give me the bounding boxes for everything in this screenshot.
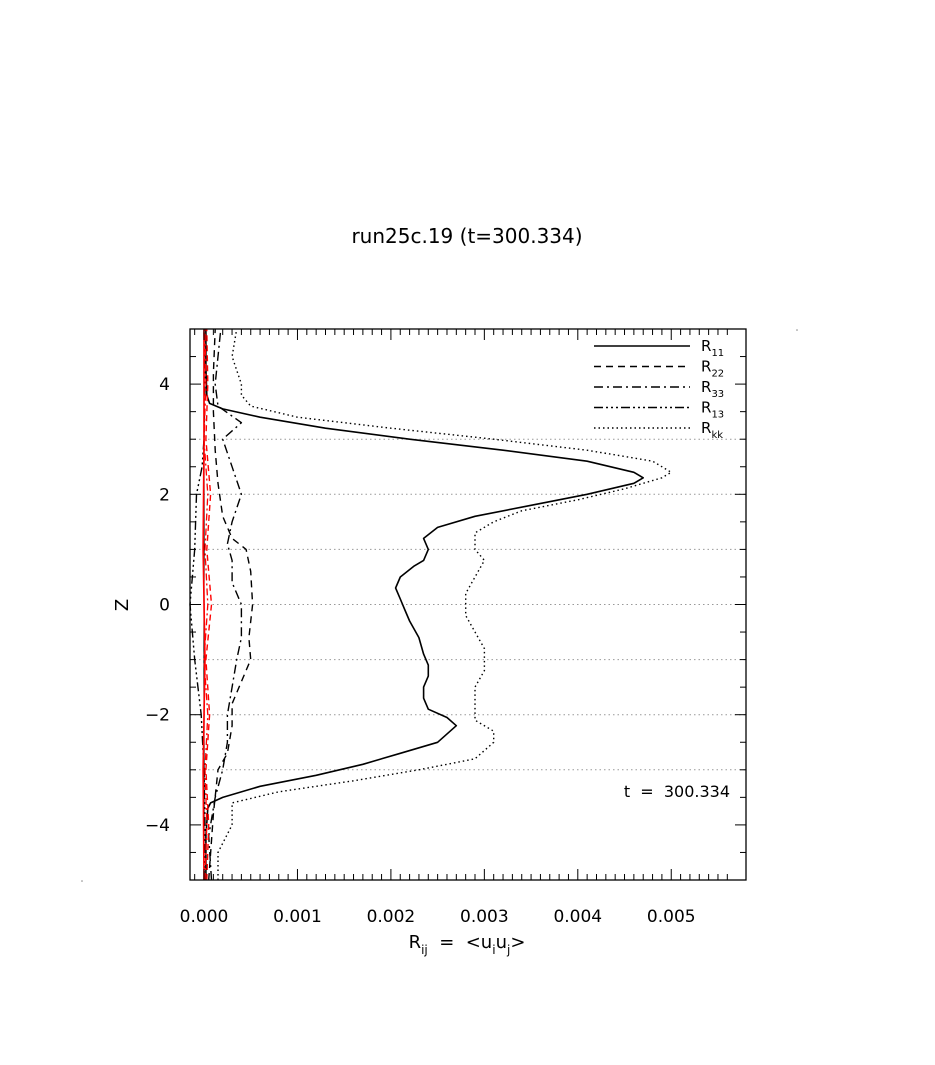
y-axis-label: Z	[112, 599, 133, 611]
stray-dot	[796, 329, 798, 331]
x-tick-label: 0.004	[553, 907, 602, 927]
y-tick-label: 0	[159, 596, 170, 616]
series-line-red-solid	[202, 329, 206, 881]
legend-label: Rkk	[701, 419, 723, 441]
x-tick-label: 0.001	[273, 907, 322, 927]
x-axis-label: Rij = <uiuj>	[409, 932, 526, 957]
y-tick-label: 2	[159, 485, 170, 505]
chart-title: run25c.19 (t=300.334)	[351, 224, 582, 248]
x-tick-labels: 0.000 0.001 0.002 0.003 0.004 0.005	[180, 907, 696, 927]
series-line-red-dashed	[205, 328, 213, 881]
series-line-red-dashdot	[203, 328, 209, 881]
legend-label: R22	[701, 358, 724, 380]
y-tick-label: −4	[145, 816, 170, 836]
plot-frame	[189, 328, 747, 881]
stray-dot	[81, 880, 83, 882]
series-line-kk	[217, 328, 672, 880]
legend-label: R33	[701, 378, 724, 400]
x-tick-label: 0.003	[460, 907, 509, 927]
y-tick-labels: −4 −2 0 2 4	[145, 375, 170, 836]
legend-label: R13	[701, 399, 724, 421]
time-annotation: t = 300.334	[624, 782, 730, 801]
legend-label: R11	[701, 337, 724, 359]
series-line-11	[205, 329, 644, 880]
x-tick-label: 0.005	[647, 907, 696, 927]
y-tick-label: −2	[145, 706, 170, 726]
x-tick-label: 0.002	[367, 907, 416, 927]
series-lines	[189, 328, 672, 881]
x-tick-label: 0.000	[180, 907, 229, 927]
y-tick-label: 4	[159, 375, 170, 395]
series-line-22	[208, 328, 254, 881]
